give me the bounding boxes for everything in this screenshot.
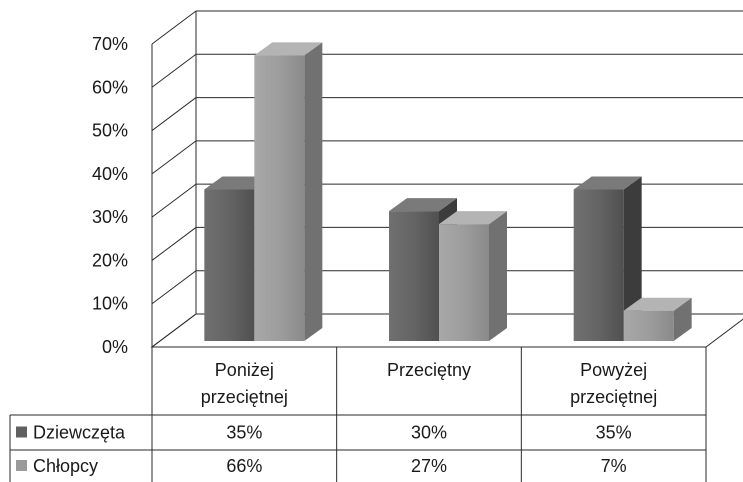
- bar-front: [254, 55, 305, 342]
- bar-top: [254, 42, 323, 56]
- bar-chlopcy-0: [254, 42, 323, 342]
- gridline: [151, 97, 197, 131]
- data-label: 66%: [226, 456, 262, 476]
- y-tick-label: 20%: [92, 250, 128, 270]
- bar-top: [573, 176, 642, 190]
- y-tick-label: 40%: [92, 164, 128, 184]
- series-name: Chłopcy: [33, 456, 98, 476]
- gridline: [151, 227, 197, 261]
- data-label: 35%: [226, 423, 262, 443]
- category-label: Poniżej: [215, 360, 274, 380]
- y-axis: 0% 10% 20% 30% 40% 50% 60% 70%: [92, 34, 128, 357]
- bar-dziewczeta-2: [573, 176, 642, 341]
- data-label: 35%: [596, 423, 632, 443]
- gridline: [151, 10, 197, 45]
- bars: [204, 42, 692, 342]
- legend-key-1: [16, 460, 27, 471]
- category-label: Powyżej: [580, 360, 647, 380]
- bar-front: [623, 310, 674, 341]
- legend-key-0: [16, 426, 27, 438]
- bar-chlopcy-2: [623, 297, 692, 341]
- bar-chlopcy-1: [439, 211, 507, 341]
- y-tick-label: 50%: [92, 121, 128, 141]
- data-label: 27%: [411, 456, 447, 476]
- gridline: [151, 270, 197, 305]
- bar-front: [439, 224, 489, 341]
- bar-side: [673, 297, 692, 341]
- y-tick-label: 30%: [92, 207, 128, 227]
- bar-top: [623, 297, 692, 311]
- bar-front: [573, 189, 624, 341]
- y-tick-label: 70%: [92, 34, 128, 54]
- category-label: przeciętnej: [201, 387, 288, 407]
- bar-side: [304, 42, 323, 342]
- bar-top: [389, 198, 457, 212]
- y-tick-label: 10%: [92, 294, 128, 314]
- data-label: 7%: [601, 456, 627, 476]
- y-tick-label: 0%: [102, 337, 128, 357]
- category-label: przeciętnej: [570, 387, 657, 407]
- gridline: [151, 53, 197, 88]
- bar-side: [489, 211, 507, 341]
- gridline: [151, 183, 197, 218]
- bar-front: [389, 211, 439, 341]
- bar-top: [439, 211, 507, 225]
- bar-side: [623, 176, 642, 341]
- series-name: Dziewczęta: [33, 423, 126, 443]
- category-label: Przeciętny: [387, 360, 471, 380]
- gridline: [151, 140, 197, 175]
- bar-front: [204, 189, 255, 341]
- y-tick-label: 60%: [92, 77, 128, 97]
- data-table: Poniżej przeciętnej Przeciętny Powyżej przec…: [9, 347, 707, 482]
- data-label: 30%: [411, 423, 447, 443]
